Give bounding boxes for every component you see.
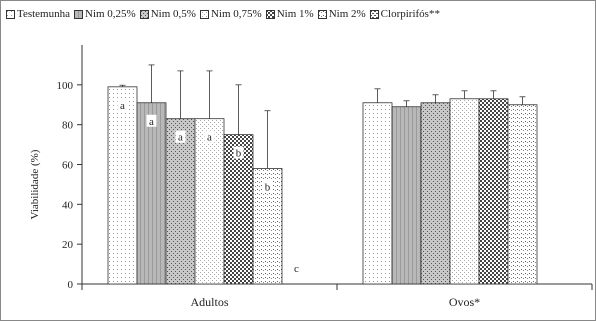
sig-label-bg xyxy=(146,114,157,127)
bar xyxy=(420,102,451,285)
y-axis-title: Viabilidade (%) xyxy=(29,149,41,219)
bar xyxy=(507,104,538,285)
sig-label-bg xyxy=(233,146,244,159)
significance-label: b xyxy=(236,148,242,160)
y-tick-label: 60 xyxy=(62,160,74,172)
sig-label-bg xyxy=(204,130,215,143)
legend-label: Nim 1% xyxy=(276,8,314,20)
legend-label: Nim 0,75% xyxy=(210,8,262,20)
sig-label-bg xyxy=(291,262,302,274)
y-tick-label: 100 xyxy=(57,80,74,92)
legend-swatch xyxy=(199,9,209,19)
category-label: Ovos* xyxy=(449,295,480,309)
significance-label: b xyxy=(265,181,271,193)
sig-label-bg xyxy=(175,130,186,143)
sig-label-bg xyxy=(262,180,273,193)
bar xyxy=(107,86,138,285)
significance-label: a xyxy=(120,100,125,112)
significance-label: a xyxy=(207,132,212,144)
significance-label: a xyxy=(178,132,183,144)
chart-legend: Testemunha Nim 0,25% Nim 0,5% Nim 0,75% Nim … xyxy=(6,8,440,20)
bar xyxy=(165,118,196,285)
legend-item: Clorpirifós** xyxy=(369,8,440,20)
legend-item: Nim 0,75% xyxy=(199,8,262,20)
legend-item: Nim 2% xyxy=(317,8,366,20)
legend-label: Testemunha xyxy=(17,8,70,20)
bar xyxy=(391,106,422,285)
legend-item: Nim 0,5% xyxy=(139,8,196,20)
legend-item: Testemunha xyxy=(6,8,70,20)
y-tick-label: 0 xyxy=(68,279,74,291)
bar xyxy=(449,98,480,285)
legend-item: Nim 1% xyxy=(265,8,314,20)
legend-swatch xyxy=(139,9,149,19)
legend-swatch xyxy=(74,9,83,19)
bar xyxy=(362,102,393,285)
bar xyxy=(478,98,509,285)
legend-label: Nim 0,5% xyxy=(150,8,196,20)
significance-label: c xyxy=(294,263,299,275)
legend-swatch xyxy=(265,9,275,19)
legend-label: Nim 2% xyxy=(328,8,366,20)
legend-swatch xyxy=(317,9,327,19)
y-tick-label: 40 xyxy=(62,199,74,211)
significance-label: a xyxy=(149,116,154,128)
legend-item: Nim 0,25% xyxy=(74,8,136,20)
bar xyxy=(136,102,167,285)
legend-swatch xyxy=(6,9,15,19)
legend-swatch xyxy=(369,9,379,19)
y-tick-label: 80 xyxy=(62,120,74,132)
bar xyxy=(223,134,254,285)
legend-label: Clorpirifós** xyxy=(380,8,440,20)
legend-label: Nim 0,25% xyxy=(85,8,136,20)
sig-label-bg xyxy=(117,98,128,111)
category-label: Adultos xyxy=(190,295,228,309)
y-tick-label: 20 xyxy=(62,239,74,251)
